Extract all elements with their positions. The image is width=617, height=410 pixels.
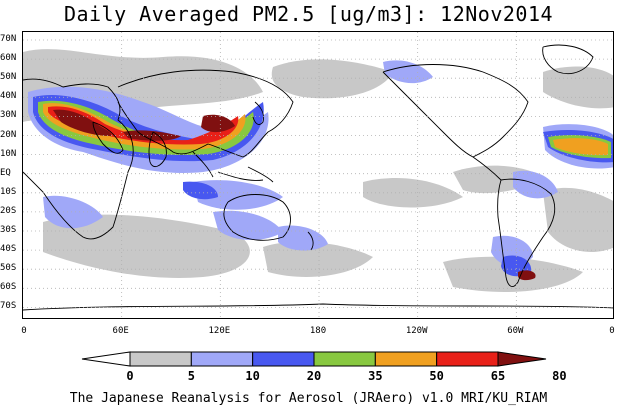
graticule: [23, 32, 613, 318]
colorbar-segment: [436, 351, 499, 367]
colorbar-level-label: 50: [429, 369, 444, 383]
latitude-label: 70N: [0, 34, 17, 44]
colorbar-level-label: 20: [306, 369, 322, 383]
latitude-label: 10N: [0, 148, 17, 159]
longitude-label: 120E: [208, 326, 231, 336]
latitude-label: 30N: [0, 110, 17, 121]
latitude-label: 30S: [0, 225, 17, 235]
colorbar-level-label: 65: [490, 369, 506, 383]
colorbar-level-label: 5: [187, 369, 195, 383]
colorbar-segment: [374, 351, 438, 367]
colorbar-segment: [190, 351, 254, 367]
latitude-label: 40N: [0, 91, 17, 102]
latitude-label: 60N: [0, 53, 17, 64]
longitude-label: 60W: [507, 326, 524, 336]
latitude-label: 10S: [0, 186, 17, 197]
pm25-map-canvas: [23, 32, 613, 318]
latitude-label: 60S: [0, 282, 17, 293]
concentration-layer: [23, 49, 613, 292]
colorbar-level-label: 35: [368, 369, 383, 383]
longitude-label: 0: [609, 326, 615, 336]
latitude-label: 40S: [0, 244, 17, 255]
pm25-map: [22, 31, 614, 319]
longitude-label: 120W: [405, 326, 428, 336]
latitude-label: 50N: [0, 72, 17, 83]
longitude-label: 60E: [112, 326, 129, 336]
latitude-label: EQ: [0, 167, 11, 178]
latitude-label: 50S: [0, 263, 17, 274]
colorbar-level-label: 80: [552, 369, 567, 383]
colorbar-high-triangle: [497, 351, 547, 367]
colorbar-low-triangle: [81, 351, 131, 367]
longitude-label: 0: [21, 326, 27, 336]
longitude-label: 180: [309, 326, 327, 336]
colorbar-segment: [129, 351, 192, 367]
latitude-label: 70S: [0, 301, 17, 312]
colorbar-level-label: 10: [245, 369, 260, 383]
colorbar-segment: [252, 351, 315, 367]
latitude-label: 20N: [0, 129, 17, 140]
colorbar-level-label: 0: [126, 369, 134, 383]
latitude-label: 20S: [0, 205, 17, 216]
coastlines: [23, 44, 613, 311]
colorbar-segment: [313, 351, 376, 367]
source-footer: The Japanese Reanalysis for Aerosol (JRA…: [69, 391, 548, 406]
map-title: Daily Averaged PM2.5 [ug/m3]: 12Nov2014: [63, 2, 554, 26]
